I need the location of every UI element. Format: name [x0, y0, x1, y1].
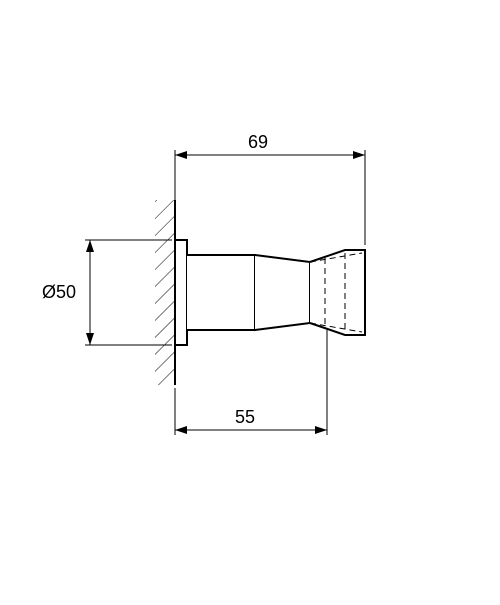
- flange: [175, 240, 187, 345]
- left-arrow-bottom: [86, 333, 94, 345]
- bottom-dim-value: 55: [235, 407, 255, 427]
- bottom-arrow-left: [175, 426, 187, 434]
- top-dim-value: 69: [248, 132, 268, 152]
- top-arrow-left: [175, 151, 187, 159]
- technical-drawing: 69 Ø50 55: [0, 0, 500, 600]
- drawing-svg: 69 Ø50 55: [0, 0, 500, 600]
- left-dim-value: Ø50: [42, 282, 76, 302]
- body-neck: [255, 255, 310, 330]
- wall-hatch: [155, 200, 175, 385]
- top-arrow-right: [353, 151, 365, 159]
- body-flare: [310, 250, 365, 335]
- body-left: [187, 255, 255, 330]
- bottom-arrow-right: [315, 426, 327, 434]
- left-arrow-top: [86, 240, 94, 252]
